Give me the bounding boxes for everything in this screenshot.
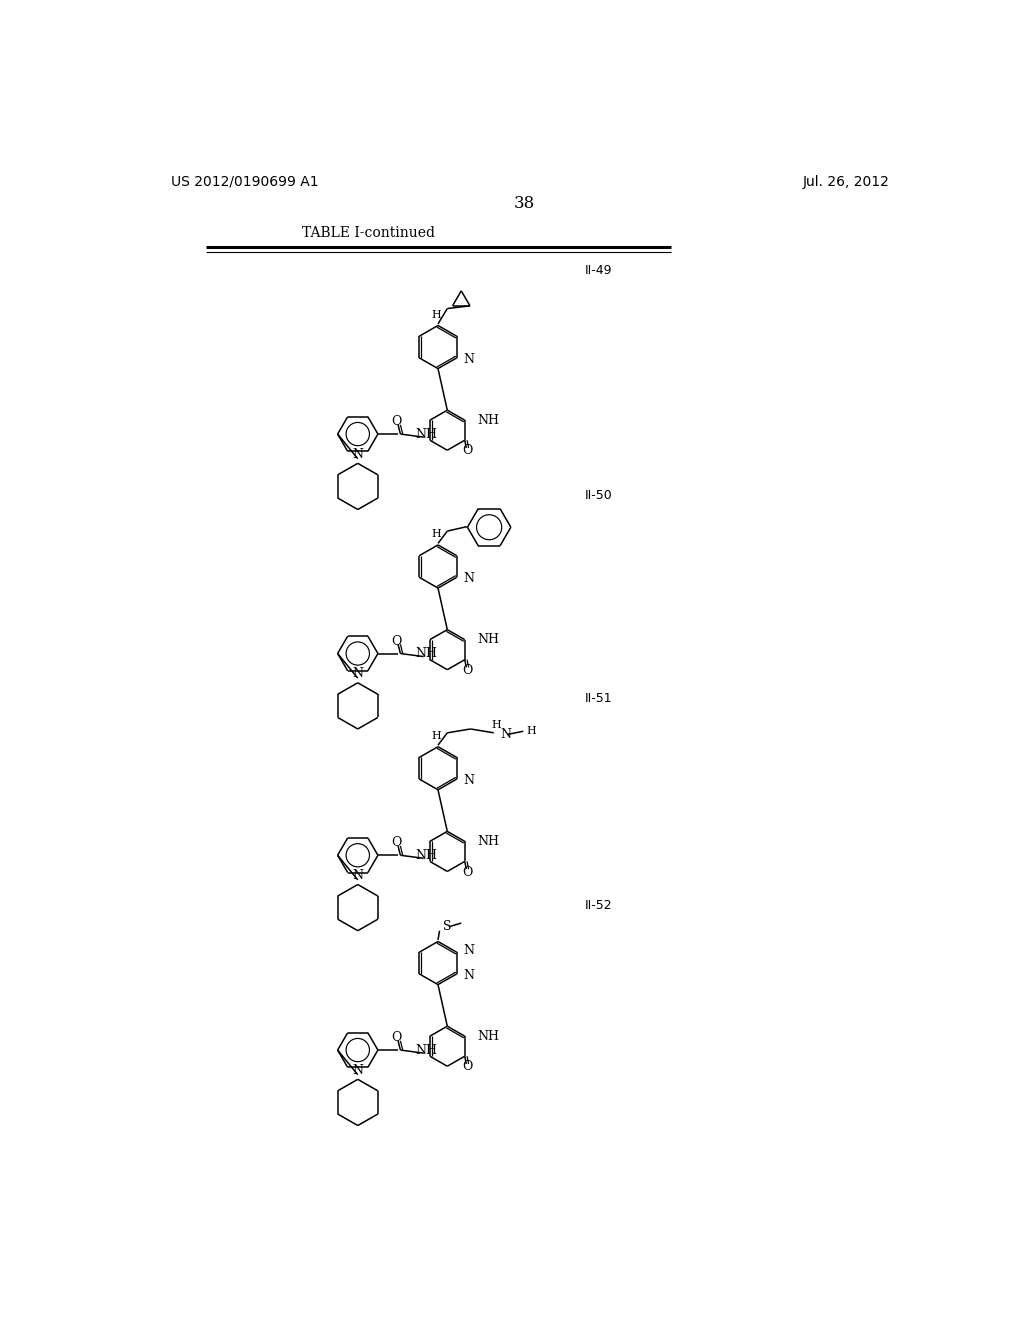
Text: II-50: II-50 xyxy=(586,490,613,502)
Text: O: O xyxy=(463,445,473,458)
Text: NH: NH xyxy=(477,413,499,426)
Text: H: H xyxy=(431,529,441,539)
Text: O: O xyxy=(391,1031,401,1044)
Text: TABLE I-continued: TABLE I-continued xyxy=(302,226,435,240)
Text: H: H xyxy=(492,721,501,730)
Text: H: H xyxy=(431,731,441,741)
Text: N: N xyxy=(352,667,364,680)
Text: NH: NH xyxy=(416,849,437,862)
Text: H: H xyxy=(526,726,537,737)
Text: NH: NH xyxy=(416,428,437,441)
Text: NH: NH xyxy=(416,1044,437,1056)
Text: Jul. 26, 2012: Jul. 26, 2012 xyxy=(802,174,889,189)
Text: II-52: II-52 xyxy=(586,899,613,912)
Text: NH: NH xyxy=(477,834,499,847)
Text: N: N xyxy=(463,573,474,585)
Text: N: N xyxy=(352,869,364,882)
Text: S: S xyxy=(443,920,452,933)
Text: O: O xyxy=(463,664,473,677)
Text: O: O xyxy=(391,635,401,648)
Text: II-51: II-51 xyxy=(586,693,613,705)
Text: N: N xyxy=(352,447,364,461)
Text: N: N xyxy=(463,774,474,787)
Text: N: N xyxy=(463,969,474,982)
Text: US 2012/0190699 A1: US 2012/0190699 A1 xyxy=(171,174,318,189)
Text: N: N xyxy=(463,352,474,366)
Text: N: N xyxy=(352,1064,364,1077)
Text: O: O xyxy=(391,416,401,428)
Text: O: O xyxy=(463,866,473,879)
Text: NH: NH xyxy=(477,1030,499,1043)
Text: H: H xyxy=(431,310,441,319)
Text: 38: 38 xyxy=(514,194,536,211)
Text: N: N xyxy=(463,944,474,957)
Text: N: N xyxy=(500,727,511,741)
Text: II-49: II-49 xyxy=(586,264,612,277)
Text: NH: NH xyxy=(416,647,437,660)
Text: O: O xyxy=(463,1060,473,1073)
Text: O: O xyxy=(391,837,401,850)
Text: NH: NH xyxy=(477,634,499,647)
